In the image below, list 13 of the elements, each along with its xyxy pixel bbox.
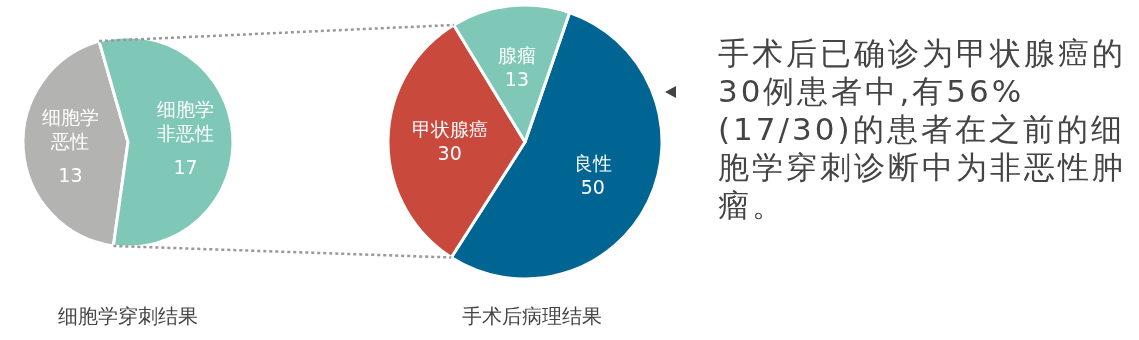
slice-label: 甲状腺癌	[411, 118, 488, 141]
data-label: 30	[437, 142, 462, 165]
data-label: 13	[58, 164, 83, 187]
data-label: 17	[173, 155, 198, 178]
slice-label: 细胞学恶性	[41, 106, 99, 153]
data-label: 13	[504, 68, 530, 91]
text: 手术后病理结果	[462, 304, 602, 328]
text: 手术后已确诊为甲状腺癌的30例患者中,有56%(17/30)的患者在之前的细胞学穿刺诊断中为非恶性肿瘤。	[718, 34, 1127, 224]
slice-label: 腺瘤	[497, 44, 536, 67]
slice-label: 良性	[573, 151, 612, 174]
data-label: 50	[580, 175, 605, 198]
slice-label: 细胞学非恶性	[157, 97, 215, 144]
text: 细胞学穿刺结果	[58, 304, 198, 328]
